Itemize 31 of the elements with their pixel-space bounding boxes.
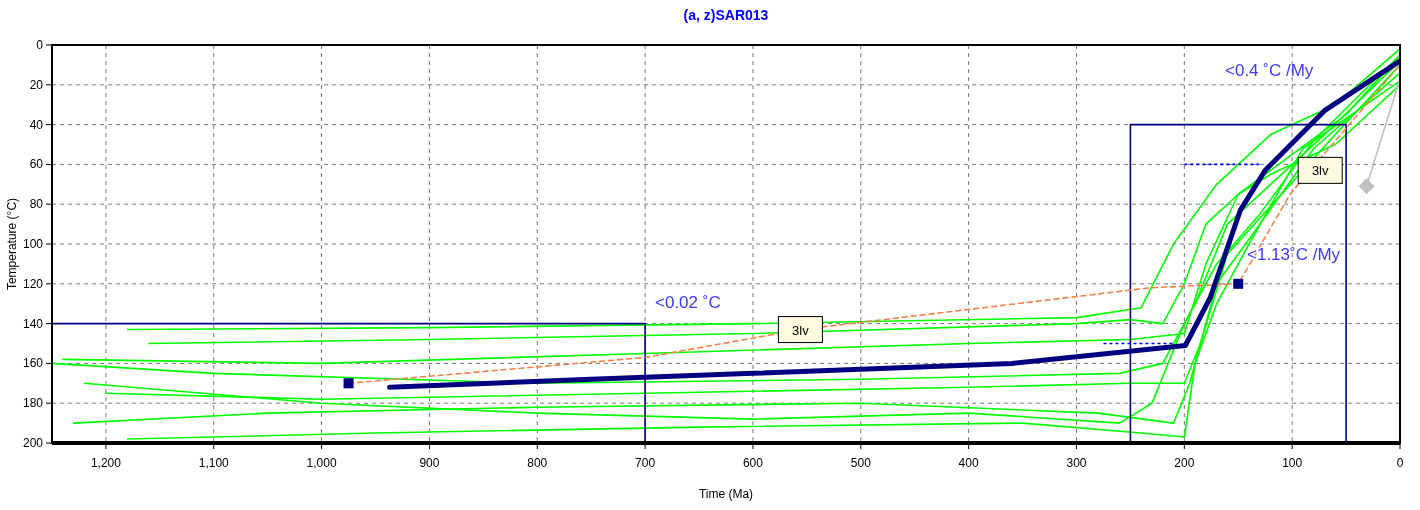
y-tick-label: 140 [22, 316, 44, 331]
y-tick-label: 200 [22, 436, 44, 450]
x-tick-label: 300 [1066, 456, 1087, 470]
y-tick-label: 80 [29, 197, 44, 212]
annotation: <0.4 ˚C /My [1225, 61, 1314, 80]
x-axis-title: Time (Ma) [698, 487, 754, 501]
annotation: 3lv [1311, 163, 1329, 179]
y-tick-label: 100 [22, 237, 44, 251]
x-tick-label: 1,200 [90, 456, 122, 470]
annotation: <1.13˚C /My [1247, 244, 1341, 264]
annotation: <0.02 ˚C [655, 293, 721, 312]
y-tick-label: 180 [22, 396, 44, 411]
y-tick-label: 120 [22, 276, 44, 291]
y-tick-label: 60 [29, 157, 44, 172]
y-tick-label: 20 [29, 77, 44, 92]
x-tick-label: 500 [850, 456, 872, 470]
y-tick-label: 160 [22, 356, 44, 371]
x-tick-label: 600 [742, 456, 764, 470]
y-tick-label: 0 [36, 38, 44, 52]
x-tick-label: 0 [1396, 456, 1404, 470]
x-tick-label: 900 [419, 456, 440, 470]
x-tick-label: 800 [527, 456, 548, 470]
x-tick-label: 200 [1174, 456, 1195, 470]
y-tick-label: 40 [29, 117, 44, 132]
x-tick-label: 1,000 [306, 456, 337, 470]
x-tick-label: 100 [1282, 456, 1303, 470]
y-axis-title: Temperature (°C) [5, 197, 19, 291]
x-tick-label: 1,100 [198, 456, 230, 470]
x-tick-label: 400 [958, 456, 979, 470]
x-tick-label: 700 [635, 456, 656, 470]
chart-title: (a, z)SAR013 [683, 7, 769, 23]
